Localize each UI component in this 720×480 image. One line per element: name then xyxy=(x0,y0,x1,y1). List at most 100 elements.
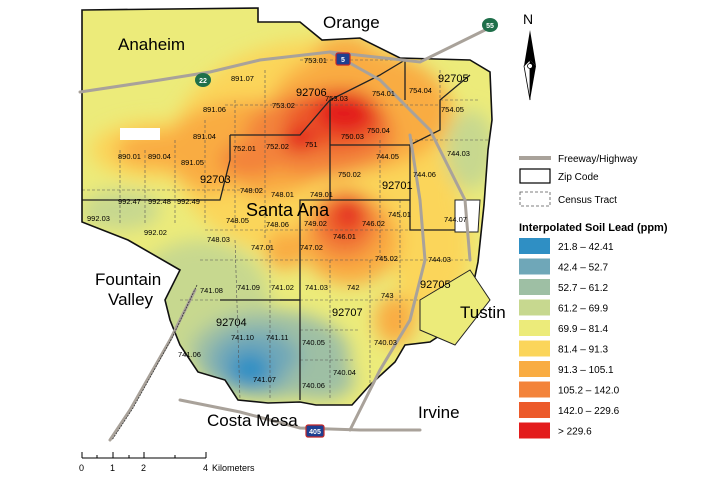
tract-label: 753.02 xyxy=(272,101,295,110)
north-label: N xyxy=(523,11,533,27)
tract-label: 754.01 xyxy=(372,89,395,98)
tract-label: 992.02 xyxy=(144,228,167,237)
tract-label: 741.03 xyxy=(305,283,328,292)
tract-label: 741.02 xyxy=(271,283,294,292)
scale-unit: Kilometers xyxy=(212,463,255,473)
place-irvine: Irvine xyxy=(418,403,460,422)
zip-labels: 92706 92705 92703 92701 92705 92704 9270… xyxy=(200,73,469,329)
legend-swatch xyxy=(519,361,550,377)
sr22-label: 22 xyxy=(199,78,207,85)
legend-swatch xyxy=(519,299,550,316)
place-labels: Orange Anaheim Santa Ana Fountain Valley… xyxy=(95,13,506,430)
zip-label: 92705 xyxy=(438,73,469,85)
i405-label: 405 xyxy=(309,429,321,436)
tract-label: 741.11 xyxy=(266,333,288,342)
legend-freeway-label: Freeway/Highway xyxy=(558,154,637,165)
tract-label: 747.02 xyxy=(300,243,323,252)
tract-label: 890.01 xyxy=(118,152,141,161)
tract-label: 890.04 xyxy=(148,152,171,161)
legend-class-label: 61.2 – 69.9 xyxy=(558,304,608,315)
tract-label: 746.02 xyxy=(362,219,385,228)
tract-label: 891.07 xyxy=(231,74,254,83)
tract-label: 891.04 xyxy=(193,132,216,141)
tract-label: 747.01 xyxy=(251,243,274,252)
place-costa-mesa: Costa Mesa xyxy=(207,411,298,430)
tract-label: 750.04 xyxy=(367,126,390,135)
tract-label: 745.02 xyxy=(375,254,398,263)
zip-code-lines xyxy=(82,59,471,400)
tract-label: 750.03 xyxy=(341,132,364,141)
tract-label: 992.48 xyxy=(148,197,171,206)
tract-label: 992.49 xyxy=(177,197,200,206)
tract-label: 743 xyxy=(381,291,394,300)
legend-classes: 21.8 – 42.41 42.4 – 52.7 52.7 – 61.2 61.2 –… xyxy=(519,238,620,439)
zip-label: 92701 xyxy=(382,180,413,192)
tract-label: 749.01 xyxy=(310,190,333,199)
scale-tick-2: 2 xyxy=(141,463,146,473)
legend-title: Interpolated Soil Lead (ppm) xyxy=(519,222,668,234)
tract-label: 745.01 xyxy=(388,210,411,219)
scale-bar: 0 1 2 4 Kilometers xyxy=(79,452,255,473)
tract-label: 752.02 xyxy=(266,142,289,151)
excluded-area xyxy=(120,128,160,140)
scale-tick-1: 1 xyxy=(110,463,115,473)
legend-class-label: 142.0 – 229.6 xyxy=(558,406,620,417)
legend: Freeway/Highway Zip Code Census Tract In… xyxy=(519,154,668,439)
zip-label: 92703 xyxy=(200,174,231,186)
tract-label: 741.10 xyxy=(231,333,254,342)
tract-label: 992.03 xyxy=(87,214,110,223)
tract-label: 741.06 xyxy=(178,350,201,359)
legend-class-label: 81.4 – 91.3 xyxy=(558,345,608,356)
place-tustin: Tustin xyxy=(460,303,506,322)
legend-class-label: > 229.6 xyxy=(558,427,592,438)
legend-swatch xyxy=(519,238,550,254)
place-anaheim: Anaheim xyxy=(118,35,185,54)
legend-swatch xyxy=(519,381,550,398)
tract-label: 740.03 xyxy=(374,338,397,347)
place-fountain-valley-2: Valley xyxy=(108,290,154,309)
tract-label: 891.05 xyxy=(181,158,204,167)
tract-label: 992.47 xyxy=(118,197,141,206)
tract-label: 741.09 xyxy=(237,283,260,292)
i5-label: 5 xyxy=(341,57,345,64)
tract-label: 744.07 xyxy=(444,215,467,224)
tract-label: 748.03 xyxy=(207,235,230,244)
tract-label: 753.01 xyxy=(304,56,327,65)
i5-shield: 5 xyxy=(335,52,351,66)
tract-label: 754.05 xyxy=(441,105,464,114)
tract-label: 752.01 xyxy=(233,144,256,153)
legend-swatch xyxy=(519,340,550,357)
tract-label: 742 xyxy=(347,283,360,292)
census-tract-lines xyxy=(82,59,490,401)
scale-tick-4: 4 xyxy=(203,463,208,473)
freeway-lines xyxy=(78,28,487,442)
legend-class-label: 91.3 – 105.1 xyxy=(558,365,614,376)
zip-label: 92704 xyxy=(216,317,247,329)
tract-label: 744.05 xyxy=(376,152,399,161)
legend-swatch xyxy=(519,320,550,336)
legend-swatch xyxy=(519,422,550,439)
legend-swatch xyxy=(519,402,550,418)
tract-label: 740.06 xyxy=(302,381,325,390)
place-santa-ana: Santa Ana xyxy=(246,200,330,220)
tract-label: 751 xyxy=(305,140,318,149)
santa-ana-boundary xyxy=(81,7,493,406)
tract-label: 750.02 xyxy=(338,170,361,179)
tustin-wedge xyxy=(419,269,491,346)
tract-label: 753.03 xyxy=(325,94,348,103)
sr22-shield: 22 xyxy=(195,73,211,87)
legend-swatch xyxy=(519,279,550,295)
tract-label: 744.06 xyxy=(413,170,436,179)
place-fountain-valley-1: Fountain xyxy=(95,270,161,289)
legend-zip-label: Zip Code xyxy=(558,172,599,183)
tract-label: 748.06 xyxy=(266,220,289,229)
tract-label: 741.08 xyxy=(200,286,223,295)
tract-label: 748.01 xyxy=(271,190,294,199)
legend-class-label: 52.7 – 61.2 xyxy=(558,283,608,294)
legend-class-label: 42.4 – 52.7 xyxy=(558,263,608,274)
legend-tract-label: Census Tract xyxy=(558,195,617,206)
tract-label: 740.05 xyxy=(302,338,325,347)
tract-labels: 753.01 753.02 753.03 754.01 754.04 754.0… xyxy=(87,56,470,390)
tract-label: 748.05 xyxy=(226,216,249,225)
